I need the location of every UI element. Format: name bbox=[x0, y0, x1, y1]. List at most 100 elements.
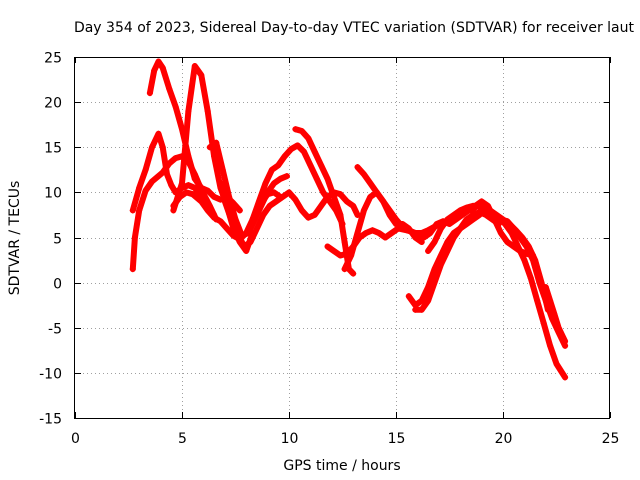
series-line bbox=[412, 209, 502, 313]
data-point bbox=[260, 211, 267, 218]
data-point bbox=[155, 173, 162, 180]
data-point bbox=[367, 180, 374, 187]
data-point bbox=[168, 182, 175, 189]
data-series bbox=[129, 58, 569, 381]
data-point bbox=[437, 225, 444, 232]
data-point bbox=[129, 266, 136, 273]
y-tick-label: -10 bbox=[39, 367, 62, 383]
data-point bbox=[470, 211, 477, 218]
data-point bbox=[305, 214, 312, 221]
data-point bbox=[350, 202, 357, 209]
data-point bbox=[478, 207, 485, 214]
data-point bbox=[311, 211, 318, 218]
x-tick-label: 0 bbox=[71, 431, 80, 447]
data-point bbox=[562, 374, 569, 381]
data-point bbox=[399, 223, 406, 230]
data-point bbox=[467, 207, 474, 214]
data-point bbox=[354, 164, 361, 171]
data-point bbox=[211, 193, 218, 200]
data-point bbox=[485, 209, 492, 216]
data-point bbox=[170, 202, 177, 209]
data-point bbox=[504, 218, 511, 225]
data-point bbox=[521, 257, 528, 264]
data-point bbox=[236, 207, 243, 214]
data-point bbox=[230, 232, 237, 239]
series-sat-s bbox=[542, 284, 569, 345]
data-point bbox=[536, 279, 543, 286]
data-point bbox=[418, 297, 425, 304]
data-point bbox=[271, 180, 278, 187]
data-point bbox=[264, 189, 271, 196]
data-point bbox=[151, 67, 158, 74]
data-point bbox=[286, 189, 292, 196]
data-point bbox=[292, 196, 299, 203]
data-point bbox=[172, 103, 179, 110]
data-point bbox=[463, 204, 470, 211]
data-point bbox=[504, 239, 511, 246]
data-point bbox=[337, 191, 344, 198]
data-point bbox=[437, 261, 444, 268]
data-point bbox=[542, 284, 549, 291]
data-point bbox=[266, 202, 273, 209]
data-point bbox=[418, 239, 425, 246]
data-point bbox=[562, 338, 569, 345]
data-point bbox=[405, 293, 412, 300]
data-point bbox=[211, 214, 218, 221]
data-point bbox=[243, 248, 250, 255]
data-point bbox=[375, 229, 382, 236]
data-point bbox=[189, 191, 196, 198]
data-point bbox=[393, 216, 399, 223]
data-point bbox=[369, 227, 376, 234]
data-point bbox=[318, 162, 325, 169]
data-point bbox=[142, 166, 149, 173]
data-point bbox=[514, 243, 521, 250]
data-point bbox=[547, 297, 554, 304]
x-tick-label: 25 bbox=[602, 431, 620, 447]
y-tick-label: -5 bbox=[48, 322, 62, 338]
data-point bbox=[159, 64, 166, 71]
data-point bbox=[311, 148, 318, 155]
data-point bbox=[420, 234, 427, 241]
data-point bbox=[459, 211, 466, 218]
data-point bbox=[497, 229, 504, 236]
data-point bbox=[324, 243, 331, 250]
data-point bbox=[450, 234, 457, 241]
data-point bbox=[341, 266, 348, 273]
data-point bbox=[198, 184, 205, 191]
data-point bbox=[360, 171, 367, 178]
data-point bbox=[294, 142, 301, 149]
data-point bbox=[363, 229, 370, 236]
data-point bbox=[527, 275, 534, 282]
data-point bbox=[491, 211, 498, 218]
data-point bbox=[281, 153, 288, 160]
data-point bbox=[551, 311, 558, 318]
y-axis-label: SDTVAR / TECUs bbox=[7, 181, 23, 296]
data-point bbox=[330, 193, 337, 200]
y-tick-label: 5 bbox=[53, 232, 62, 248]
data-point bbox=[534, 297, 541, 304]
data-point bbox=[179, 180, 185, 187]
series-sat-r bbox=[478, 207, 569, 349]
data-point bbox=[262, 180, 269, 187]
data-point bbox=[405, 227, 412, 234]
data-point bbox=[324, 175, 331, 182]
data-point bbox=[313, 175, 320, 182]
data-point bbox=[249, 216, 256, 223]
axes bbox=[74, 57, 611, 419]
data-point bbox=[198, 72, 205, 79]
y-tick-label: 15 bbox=[44, 141, 62, 157]
data-point bbox=[444, 248, 451, 255]
data-point bbox=[247, 239, 254, 246]
data-point bbox=[478, 198, 485, 205]
data-point bbox=[253, 225, 260, 232]
data-point bbox=[275, 162, 282, 169]
data-point bbox=[136, 184, 143, 191]
series-sat-n bbox=[412, 209, 502, 313]
data-point bbox=[146, 90, 153, 97]
data-point bbox=[204, 108, 211, 115]
y-tick-label: 20 bbox=[44, 96, 62, 112]
data-point bbox=[149, 178, 156, 185]
data-point bbox=[388, 229, 395, 236]
data-point bbox=[131, 234, 138, 241]
data-point bbox=[343, 198, 350, 205]
